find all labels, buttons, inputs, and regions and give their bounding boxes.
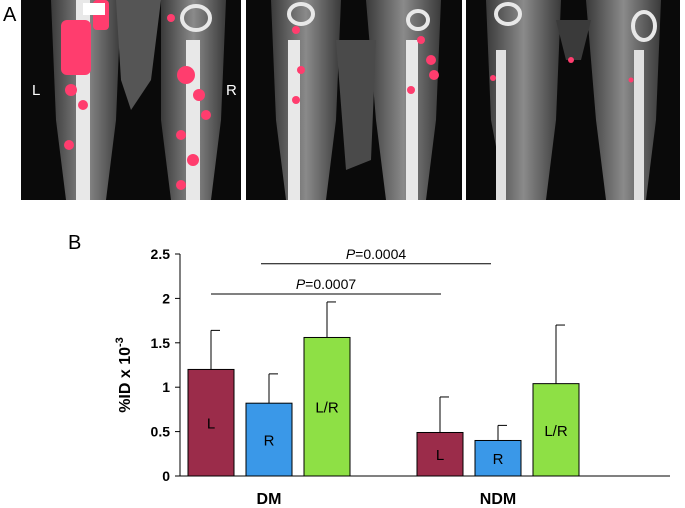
bar-L-DM — [187, 368, 235, 477]
y-tick-label: 1 — [162, 379, 170, 395]
significance-label: P=0.0007 — [296, 276, 357, 292]
y-tick-label: 0.5 — [151, 424, 171, 440]
significance-label: P=0.0004 — [346, 246, 407, 262]
ct-image-left — [21, 0, 241, 200]
bar-LR-DM — [303, 336, 351, 477]
panel-a-letter: A — [3, 4, 17, 26]
significance-lines: P=0.0007 P=0.0004 — [211, 246, 491, 295]
y-tick-label: 2.5 — [151, 246, 171, 262]
bar-label: R — [264, 433, 275, 450]
x-category-label: DM — [257, 491, 282, 508]
side-label-left: L — [32, 82, 41, 99]
bar-label: L/R — [544, 423, 568, 440]
x-category-label: NDM — [480, 491, 516, 508]
side-label-right: R — [226, 82, 237, 99]
bar-label: R — [493, 451, 504, 468]
y-tick-label: 1.5 — [151, 335, 171, 351]
bar-LR-NDM — [532, 383, 580, 477]
chart-bars: L R L/R L R L/R — [187, 301, 580, 477]
bar-label: L — [436, 447, 444, 464]
bar-chart: 00.511.522.5DM NDM LRL/RL RL/R P=0.0007P=0… — [114, 246, 670, 508]
bar-label: L — [207, 416, 215, 433]
ct-image-middle — [246, 0, 462, 200]
y-axis-label: %ID x 10-3 — [114, 337, 134, 413]
y-tick-label: 0 — [162, 468, 170, 484]
ct-image-right — [466, 0, 680, 200]
bar-L-NDM — [416, 431, 464, 477]
y-tick-label: 2 — [162, 290, 170, 306]
bar-R-NDM — [474, 439, 522, 477]
bar-R-DM — [245, 402, 293, 477]
bar-label: L/R — [315, 400, 339, 417]
panel-b-letter: B — [68, 232, 82, 254]
